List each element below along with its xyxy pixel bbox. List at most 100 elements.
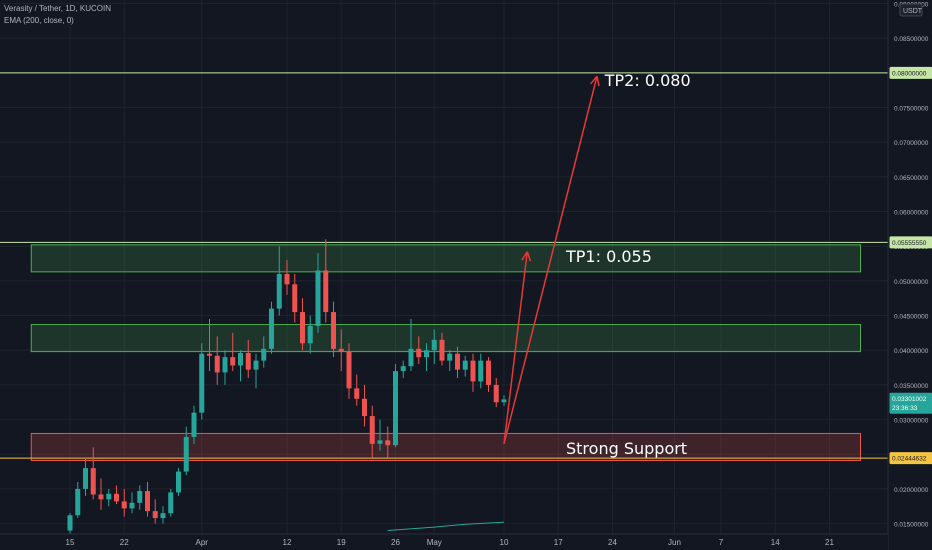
candle-up bbox=[462, 360, 468, 370]
candle-down bbox=[214, 355, 220, 373]
candle-up bbox=[75, 488, 81, 516]
y-tick-label: 0.03000000 bbox=[894, 418, 929, 425]
y-tick-label: 0.01500000 bbox=[894, 522, 929, 529]
candle-down bbox=[354, 388, 360, 399]
y-tick-label: 0.05000000 bbox=[894, 279, 929, 286]
time-axis bbox=[0, 534, 888, 550]
candle-up bbox=[191, 412, 197, 437]
candle-up bbox=[183, 436, 189, 472]
price-label-text: 0.02444632 bbox=[892, 456, 927, 463]
candle-down bbox=[323, 270, 329, 313]
candle-up bbox=[199, 353, 205, 413]
target-arrow bbox=[503, 251, 528, 444]
x-tick-label: 10 bbox=[500, 538, 509, 547]
candle-down bbox=[300, 312, 305, 344]
symbol-legend[interactable]: Verasity / Tether, 1D, KUCOIN bbox=[4, 4, 112, 13]
candle-down bbox=[385, 440, 391, 446]
y-tick-label: 0.07500000 bbox=[894, 105, 929, 112]
annotation-label: TP2: 0.080 bbox=[604, 71, 691, 90]
price-label-text: 0.08000000 bbox=[892, 70, 927, 77]
currency-badge bbox=[899, 3, 923, 17]
x-tick-label: Jun bbox=[668, 538, 681, 547]
candle-up bbox=[400, 366, 406, 372]
resistance-zone bbox=[30, 244, 861, 273]
price-label-tp bbox=[889, 66, 932, 79]
candle-up bbox=[160, 513, 166, 519]
candle-down bbox=[455, 353, 460, 370]
candle-down bbox=[98, 494, 104, 500]
candle-down bbox=[245, 352, 251, 370]
y-tick-label: 0.06000000 bbox=[894, 210, 929, 217]
candle-up bbox=[168, 492, 174, 514]
x-tick-label: 7 bbox=[719, 538, 724, 547]
annotation-label: TP1: 0.055 bbox=[565, 247, 652, 266]
candle-up bbox=[307, 325, 313, 344]
y-tick-label: 0.04500000 bbox=[894, 314, 929, 321]
x-tick-label: 17 bbox=[554, 538, 563, 547]
candle-down bbox=[207, 353, 212, 356]
arrow-head bbox=[589, 75, 598, 85]
candle-up bbox=[478, 360, 484, 382]
resistance-zone bbox=[30, 324, 861, 353]
arrow-head bbox=[521, 251, 528, 261]
price-label-text: 0.03301002 bbox=[892, 396, 927, 403]
candle-down bbox=[416, 348, 422, 358]
x-tick-label: Apr bbox=[196, 538, 209, 547]
candle-up bbox=[129, 502, 135, 509]
candle-down bbox=[121, 501, 127, 509]
candle-down bbox=[114, 493, 119, 502]
candle-up bbox=[447, 353, 453, 361]
candle-down bbox=[439, 339, 445, 361]
candle-up bbox=[408, 348, 414, 367]
x-tick-label: 22 bbox=[120, 538, 129, 547]
price-axis bbox=[888, 0, 932, 550]
candle-up bbox=[424, 350, 429, 358]
arrow-head bbox=[526, 251, 532, 262]
candle-up bbox=[253, 360, 259, 370]
x-tick-label: 14 bbox=[771, 538, 780, 547]
currency-label: USDT bbox=[903, 8, 923, 15]
support-zone bbox=[30, 432, 861, 461]
candle-up bbox=[137, 491, 143, 503]
candle-up bbox=[377, 440, 383, 444]
candle-down bbox=[152, 511, 158, 519]
x-tick-label: 26 bbox=[391, 538, 400, 547]
candle-up bbox=[393, 371, 398, 446]
candle-up bbox=[261, 348, 267, 361]
candle-up bbox=[238, 352, 243, 366]
candle-down bbox=[230, 357, 236, 366]
candle-up bbox=[176, 471, 181, 493]
candle-down bbox=[338, 348, 344, 352]
y-tick-label: 0.03500000 bbox=[894, 383, 929, 390]
price-label-tp bbox=[889, 236, 932, 249]
candle-up bbox=[83, 468, 88, 489]
x-tick-label: 19 bbox=[337, 538, 346, 547]
candle-up bbox=[67, 515, 73, 531]
candle-up bbox=[276, 273, 282, 309]
candle-down bbox=[470, 360, 476, 382]
y-tick-label: 0.04000000 bbox=[894, 348, 929, 355]
y-tick-label: 0.08500000 bbox=[894, 36, 929, 43]
indicator-legend[interactable]: EMA (200, close, 0) bbox=[4, 16, 74, 25]
candle-up bbox=[315, 270, 321, 326]
candle-down bbox=[90, 468, 96, 495]
candle-down bbox=[362, 398, 367, 417]
candle-down bbox=[145, 491, 150, 512]
candle-up bbox=[501, 399, 507, 403]
candle-down bbox=[369, 416, 375, 444]
x-tick-label: 12 bbox=[283, 538, 292, 547]
y-tick-label: 0.02000000 bbox=[894, 487, 929, 494]
y-tick-label: 0.06500000 bbox=[894, 175, 929, 182]
candle-up bbox=[269, 308, 274, 349]
candle-down bbox=[493, 384, 499, 403]
arrow-head bbox=[596, 76, 600, 87]
price-label-support bbox=[889, 452, 932, 465]
candle-down bbox=[331, 312, 336, 349]
candle-up bbox=[106, 493, 112, 500]
ema-line bbox=[387, 521, 505, 532]
annotation-label: Strong Support bbox=[566, 439, 687, 458]
x-tick-label: May bbox=[427, 538, 442, 547]
